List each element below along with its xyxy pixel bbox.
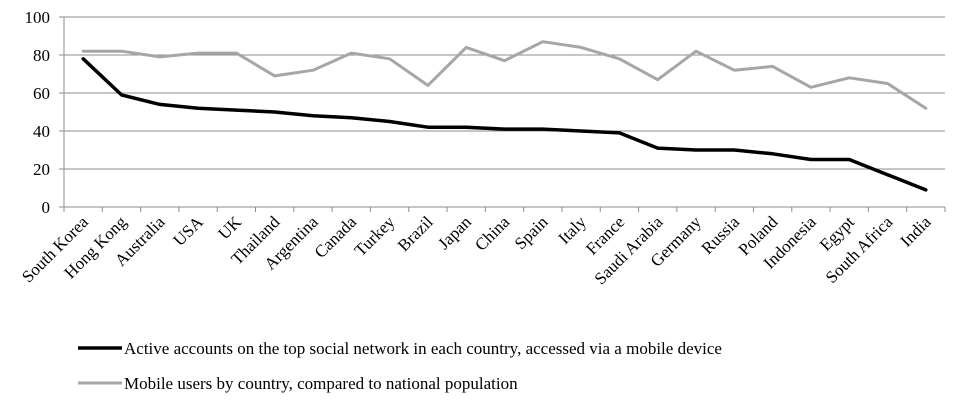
data-point [82, 58, 84, 60]
y-tick-label: 40 [33, 122, 50, 141]
data-point [772, 153, 774, 155]
legend-label: Mobile users by country, compared to nat… [124, 374, 518, 393]
data-point [618, 132, 620, 134]
y-tick-label: 20 [33, 160, 50, 179]
data-point [465, 46, 467, 48]
data-point [235, 109, 237, 111]
x-category-label: Turkey [351, 212, 399, 260]
x-category-label: Spain [511, 212, 552, 253]
data-point [350, 117, 352, 119]
series-line-mobile-users [81, 40, 928, 110]
data-point [810, 86, 812, 88]
y-tick-label: 100 [25, 8, 51, 27]
x-category-label: USA [169, 212, 207, 250]
data-point [695, 149, 697, 151]
data-point [504, 128, 505, 130]
data-point [925, 107, 927, 109]
x-category-label: UK [214, 212, 245, 243]
data-point [733, 149, 735, 151]
data-point [618, 58, 620, 60]
data-point [887, 174, 889, 176]
data-point [159, 103, 161, 105]
y-tick-label: 60 [33, 84, 50, 103]
data-point [389, 121, 391, 122]
data-point [733, 69, 735, 71]
x-category-label: Canada [311, 212, 361, 262]
y-tick-label: 80 [33, 46, 50, 65]
data-point [350, 52, 352, 54]
data-point [120, 50, 122, 52]
data-point [504, 60, 505, 62]
data-point [197, 52, 199, 54]
data-point [465, 126, 467, 128]
data-point [657, 79, 659, 81]
x-category-label: China [471, 212, 513, 254]
data-point [82, 50, 84, 52]
data-point [312, 115, 314, 117]
data-point [887, 83, 889, 84]
data-point [159, 56, 161, 58]
series-layer [81, 40, 928, 192]
series-line-active-accounts [81, 57, 928, 192]
data-point [389, 58, 391, 60]
data-point [427, 126, 429, 128]
data-point [695, 50, 697, 52]
data-point [274, 75, 276, 77]
legend: Active accounts on the top social networ… [78, 339, 722, 393]
y-tick-label: 0 [42, 198, 51, 217]
data-point [925, 189, 927, 191]
data-point [120, 94, 122, 96]
data-point [235, 52, 237, 54]
axis-layer [59, 16, 946, 212]
data-point [848, 77, 850, 79]
data-point [312, 69, 314, 71]
data-point [657, 147, 659, 149]
data-point [197, 107, 199, 109]
data-point [274, 111, 276, 113]
data-point [772, 65, 774, 67]
data-point [542, 128, 544, 130]
x-category-label: Brazil [394, 212, 437, 255]
data-point [542, 41, 544, 43]
data-point [427, 84, 429, 86]
grid-layer [64, 16, 945, 170]
x-category-label: Russia [698, 212, 744, 258]
data-point [810, 159, 812, 160]
legend-label: Active accounts on the top social networ… [124, 339, 722, 358]
x-category-label: India [897, 212, 935, 250]
data-point [580, 46, 582, 48]
data-point [848, 159, 850, 160]
data-point [580, 130, 582, 132]
x-category-label: Japan [434, 212, 475, 253]
